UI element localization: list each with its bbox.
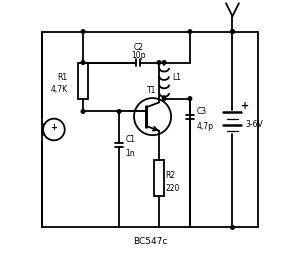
Text: 3-6V: 3-6V <box>245 120 263 129</box>
Text: +: + <box>241 101 249 111</box>
Circle shape <box>81 110 85 113</box>
Text: C3: C3 <box>196 107 206 116</box>
Circle shape <box>231 30 234 33</box>
Text: T1: T1 <box>147 87 156 96</box>
Circle shape <box>188 97 192 100</box>
Bar <box>154 160 164 197</box>
Text: C2: C2 <box>134 43 143 52</box>
Text: 4,7K: 4,7K <box>50 85 68 94</box>
Text: BC547c: BC547c <box>133 237 167 246</box>
Text: R1: R1 <box>57 74 68 82</box>
Circle shape <box>231 30 234 33</box>
Circle shape <box>117 110 121 113</box>
Circle shape <box>188 30 192 33</box>
Circle shape <box>162 61 166 64</box>
Text: C1: C1 <box>125 135 136 144</box>
Text: 4,7p: 4,7p <box>196 123 213 131</box>
Circle shape <box>162 97 166 100</box>
Text: R2: R2 <box>166 171 176 180</box>
Circle shape <box>231 226 234 229</box>
Text: +: + <box>50 123 57 132</box>
Circle shape <box>81 61 85 64</box>
Text: 1n: 1n <box>125 149 135 159</box>
Text: 10p: 10p <box>131 51 146 60</box>
Circle shape <box>81 30 85 33</box>
Bar <box>78 62 88 99</box>
Text: L1: L1 <box>172 74 181 82</box>
Text: 220: 220 <box>166 184 180 193</box>
Circle shape <box>157 61 161 64</box>
